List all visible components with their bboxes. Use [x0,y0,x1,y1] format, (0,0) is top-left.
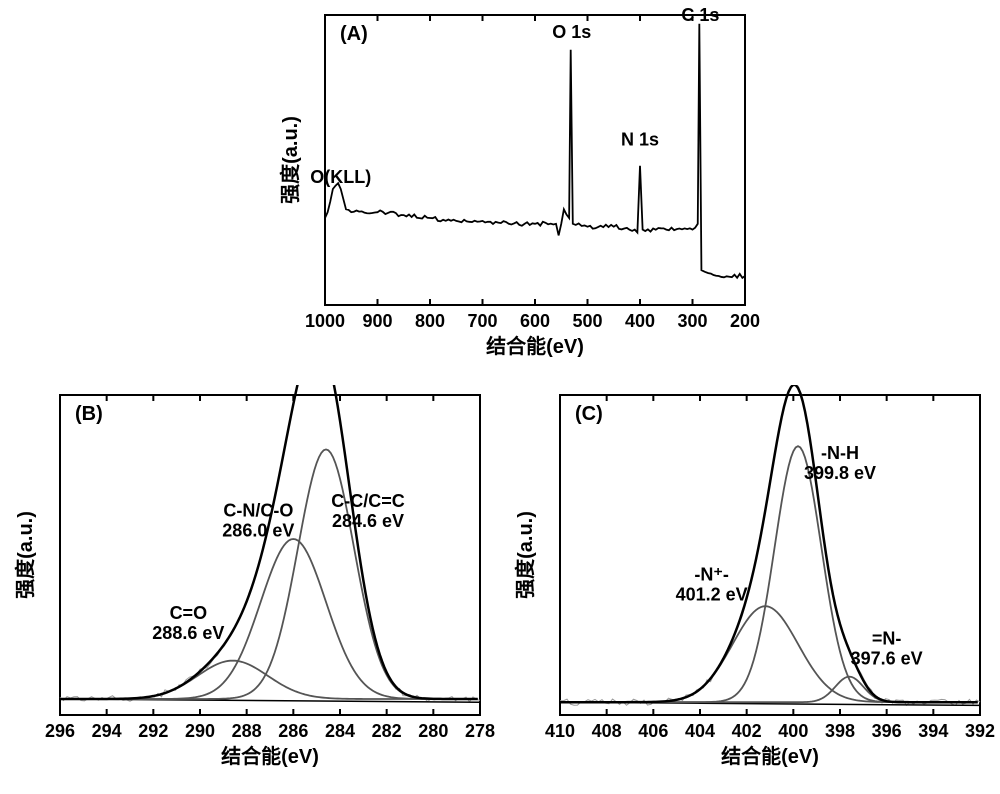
svg-text:O 1s: O 1s [552,22,591,42]
svg-text:290: 290 [185,721,215,741]
svg-text:200: 200 [730,311,760,331]
svg-text:-N⁺-: -N⁺- [694,565,729,585]
svg-text:强度(a.u.): 强度(a.u.) [513,511,537,599]
svg-text:292: 292 [138,721,168,741]
svg-text:(A): (A) [340,23,368,45]
svg-text:-N-H: -N-H [821,443,859,463]
svg-text:400: 400 [778,721,808,741]
svg-text:N 1s: N 1s [621,130,659,150]
svg-text:(C): (C) [575,403,603,425]
svg-text:C-N/C-O: C-N/C-O [223,501,293,521]
svg-text:398: 398 [825,721,855,741]
svg-text:286.0 eV: 286.0 eV [222,521,294,541]
svg-text:399.8 eV: 399.8 eV [804,463,876,483]
svg-text:288.6 eV: 288.6 eV [152,623,224,643]
svg-text:500: 500 [572,311,602,331]
svg-text:=N-: =N- [872,629,902,649]
chart-c-svg: 410 408 406 404 402 400 398 396 394 392 结合能(eV) 强度(… [505,385,995,785]
svg-text:900: 900 [362,311,392,331]
svg-text:700: 700 [467,311,497,331]
svg-text:410: 410 [545,721,575,741]
chart-a-svg: 1000 900 800 700 600 500 400 300 200 结合能(eV) 强度(a.… [270,5,760,375]
svg-text:强度(a.u.): 强度(a.u.) [278,116,302,204]
svg-text:C-C/C=C: C-C/C=C [331,491,405,511]
svg-text:396: 396 [872,721,902,741]
svg-text:394: 394 [918,721,948,741]
svg-text:397.6 eV: 397.6 eV [851,649,923,669]
svg-text:结合能(eV): 结合能(eV) [721,744,819,768]
svg-text:C 1s: C 1s [681,5,719,25]
svg-text:800: 800 [415,311,445,331]
svg-text:结合能(eV): 结合能(eV) [486,334,584,358]
svg-text:404: 404 [685,721,715,741]
svg-text:1000: 1000 [305,311,345,331]
svg-text:286: 286 [278,721,308,741]
svg-text:600: 600 [520,311,550,331]
svg-text:408: 408 [592,721,622,741]
svg-text:288: 288 [232,721,262,741]
svg-text:278: 278 [465,721,495,741]
svg-text:284: 284 [325,721,355,741]
panel-c-n1s: 410 408 406 404 402 400 398 396 394 392 结合能(eV) 强度(… [505,385,995,785]
svg-text:300: 300 [677,311,707,331]
svg-text:406: 406 [638,721,668,741]
svg-text:401.2 eV: 401.2 eV [676,585,748,605]
svg-text:O(KLL): O(KLL) [310,167,371,187]
svg-text:结合能(eV): 结合能(eV) [221,744,319,768]
panel-a-xps-survey: 1000 900 800 700 600 500 400 300 200 结合能(eV) 强度(a.… [270,5,760,375]
svg-text:282: 282 [372,721,402,741]
svg-text:402: 402 [732,721,762,741]
chart-b-svg: 296 294 292 290 288 286 284 282 280 278 结合能(eV) 强度(… [5,385,495,785]
panel-b-c1s: 296 294 292 290 288 286 284 282 280 278 结合能(eV) 强度(… [5,385,495,785]
svg-text:400: 400 [625,311,655,331]
svg-text:C=O: C=O [170,603,208,623]
svg-text:(B): (B) [75,403,103,425]
svg-text:296: 296 [45,721,75,741]
svg-text:392: 392 [965,721,995,741]
svg-text:294: 294 [92,721,122,741]
svg-text:284.6 eV: 284.6 eV [332,511,404,531]
svg-text:强度(a.u.): 强度(a.u.) [13,511,37,599]
svg-text:280: 280 [418,721,448,741]
